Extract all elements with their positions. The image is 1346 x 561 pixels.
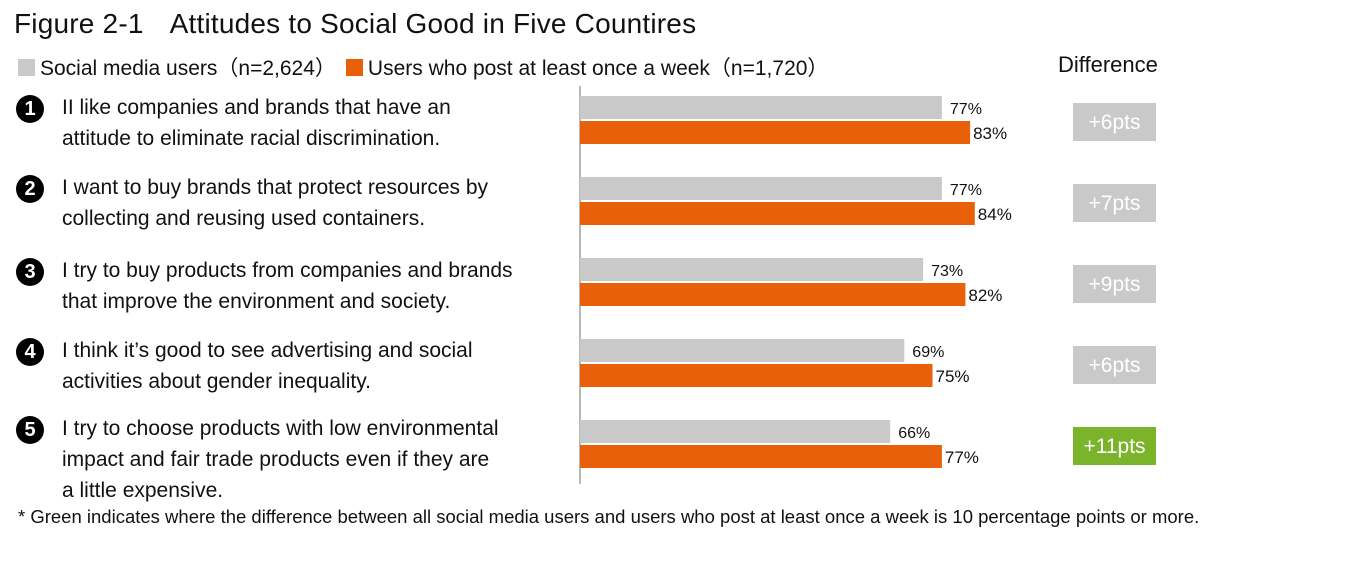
data-label: 69% [912, 344, 944, 361]
question-line: I think it’s good to see advertising and… [62, 339, 473, 362]
bar-weekly-posters [580, 202, 975, 225]
question-line: I try to buy products from companies and… [62, 259, 513, 282]
bar-social-media-users [580, 258, 924, 281]
data-label: 83% [973, 124, 1007, 143]
legend-swatch-orange [345, 58, 363, 76]
question-text: I try to buy products from companies and… [62, 255, 582, 317]
chart-title: Figure 2-1 Attitudes to Social Good in Fi… [14, 8, 696, 40]
number-badge-icon: 1 [16, 95, 44, 123]
difference-label: +7pts [1089, 192, 1141, 215]
bar-social-media-users [580, 96, 942, 119]
data-label: 77% [950, 182, 982, 199]
bar-social-media-users [580, 420, 891, 443]
question-line: activities about gender inequality. [62, 370, 371, 393]
question-line: impact and fair trade products even if t… [62, 448, 490, 471]
question-line: I want to buy brands that protect resour… [62, 176, 489, 199]
bar-social-media-users [580, 177, 942, 200]
data-label: 77% [945, 448, 979, 467]
difference-badge [1073, 346, 1156, 384]
number-badge-icon: 2 [16, 175, 44, 203]
difference-label: +11pts [1083, 435, 1145, 458]
difference-badge [1073, 427, 1156, 465]
difference-badge [1073, 184, 1156, 222]
bar-weekly-posters [580, 121, 971, 144]
difference-badge [1073, 103, 1156, 141]
bar-social-media-users [580, 339, 905, 362]
legend-swatch-gray [18, 58, 35, 76]
data-label: 82% [968, 286, 1002, 305]
number-badge-icon: 5 [16, 416, 44, 444]
difference-label: +6pts [1089, 111, 1141, 134]
question-text: I want to buy brands that protect resour… [62, 172, 582, 234]
bar-weekly-posters [580, 445, 942, 468]
question-line: II like companies and brands that have a… [62, 96, 451, 119]
question-text: I try to choose products with low enviro… [62, 413, 582, 506]
legend-label: Social media users（n=2,624） [40, 57, 336, 80]
number-badge-icon: 4 [16, 338, 44, 366]
question-line: that improve the environment and society… [62, 290, 451, 313]
data-label: 66% [898, 425, 930, 442]
data-label: 77% [950, 101, 982, 118]
number-badge-icon: 3 [16, 258, 44, 286]
question-text: I think it’s good to see advertising and… [62, 335, 582, 397]
figure-title: Attitudes to Social Good in Five Countir… [169, 8, 697, 39]
legend-item-social-media-users: Social media users（n=2,624） [18, 52, 336, 82]
question-line: a little expensive. [62, 479, 224, 502]
bar-weekly-posters [580, 364, 933, 387]
data-label: 84% [978, 205, 1012, 224]
difference-header: Difference [1058, 52, 1158, 77]
bar-weekly-posters [580, 283, 966, 306]
legend-label: Users who post at least once a week（n=1,… [367, 57, 829, 80]
legend-item-weekly-posters: Users who post at least once a week（n=1,… [345, 52, 829, 82]
data-label: 75% [936, 367, 970, 386]
difference-badge [1073, 265, 1156, 303]
question-text: II like companies and brands that have a… [62, 92, 582, 154]
footnote: * Green indicates where the difference b… [18, 506, 1200, 527]
data-label: 73% [931, 263, 963, 280]
legend: Social media users（n=2,624） Users who po… [18, 52, 838, 82]
question-line: collecting and reusing used containers. [62, 207, 426, 230]
difference-label: +6pts [1089, 354, 1141, 377]
question-line: attitude to eliminate racial discriminat… [62, 127, 441, 150]
difference-label: +9pts [1089, 273, 1141, 296]
figure-number: Figure 2-1 [14, 8, 144, 39]
question-line: I try to choose products with low enviro… [62, 417, 499, 440]
